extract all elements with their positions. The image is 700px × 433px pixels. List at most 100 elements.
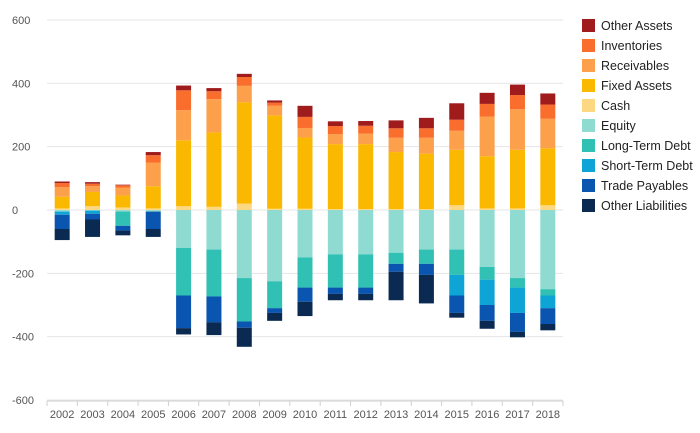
legend-item[interactable]: Equity [582,119,636,133]
bar-segment-equity [115,210,131,212]
bar-segment-cash [479,208,495,210]
legend-item[interactable]: Other Assets [582,19,673,33]
bar-segment-trade-payables [267,308,283,313]
bar-segment-fixed-assets [115,195,131,208]
legend-swatch [582,119,595,132]
bar-segment-fixed-assets [479,156,495,209]
legend-swatch [582,199,595,212]
bar-segment-inventories [509,95,525,110]
bar-segment-equity [327,210,343,255]
bar-segment-cash [85,206,101,210]
bar-segment-equity [206,210,222,250]
legend-item[interactable]: Long-Term Debt [582,139,691,153]
bar-segment-other-liabilities [176,328,192,335]
bar-segment-short-term-debt [479,279,495,305]
bar-segment-receivables [449,130,465,150]
bar-segment-inventories [236,77,252,86]
legend-item[interactable]: Trade Payables [582,179,688,193]
bar-segment-trade-payables [236,321,252,328]
bar-segment-cash [540,205,556,210]
bar-segment-long-term-debt [479,267,495,280]
bar-segment-short-term-debt [449,274,465,296]
bar-segment-fixed-assets [54,196,70,209]
bar-segment-long-term-debt [540,289,556,296]
bar-segment-other-assets [540,93,556,105]
legend-swatch [582,79,595,92]
legend-label: Fixed Assets [601,79,672,93]
bar-segment-receivables [327,134,343,145]
bar-segment-trade-payables [54,214,70,229]
bar-segment-trade-payables [176,295,192,329]
bar-segment-receivables [176,110,192,141]
bar-segment-equity [54,210,70,212]
bar-segment-other-assets [236,73,252,77]
x-tick-label: 2005 [141,409,165,421]
legend-item[interactable]: Short-Term Debt [582,159,693,173]
bar-segment-equity [85,210,101,211]
bar-segment-fixed-assets [176,140,192,207]
bar-segment-other-assets [115,184,131,186]
bar-segment-equity [176,210,192,248]
bar-segment-receivables [236,85,252,103]
bar-segment-inventories [206,91,222,100]
bar-segment-inventories [358,125,374,134]
x-tick-label: 2009 [262,409,286,421]
bar-segment-fixed-assets [85,191,101,207]
legend-item[interactable]: Receivables [582,59,669,73]
legend-swatch [582,159,595,172]
bar-segment-trade-payables [388,263,404,272]
bar-segment-fixed-assets [236,102,252,204]
bar-segment-receivables [358,133,374,145]
bar-segment-long-term-debt [509,278,525,288]
bar-segment-other-liabilities [206,322,222,336]
legend-label: Other Assets [601,19,673,33]
bar-segment-long-term-debt [297,257,313,288]
x-tick-label: 2003 [80,409,104,421]
bar-segment-other-assets [176,85,192,91]
legend-item[interactable]: Cash [582,99,630,113]
bar-segment-fixed-assets [327,144,343,210]
legend-swatch [582,99,595,112]
bar-segment-long-term-debt [115,211,131,226]
bar-segment-other-assets [479,92,495,104]
bar-segment-inventories [145,155,161,163]
x-tick-label: 2012 [353,409,377,421]
y-tick-label: 400 [12,78,30,90]
legend-item[interactable]: Fixed Assets [582,79,672,93]
bar-segment-receivables [54,187,70,197]
bar-segment-other-liabilities [509,331,525,338]
bar-segment-long-term-debt [418,249,434,264]
bar-segment-equity [358,210,374,255]
y-tick-label: 200 [12,142,30,154]
bar-segment-fixed-assets [540,148,556,206]
legend-label: Trade Payables [601,179,688,193]
legend-label: Short-Term Debt [601,159,693,173]
bar-segment-other-liabilities [388,271,404,301]
x-tick-label: 2018 [536,409,560,421]
bar-segment-fixed-assets [418,153,434,210]
x-tick-label: 2004 [111,409,135,421]
legend-item[interactable]: Other Liabilities [582,199,687,213]
bar-segment-long-term-debt [206,249,222,297]
bar-segment-fixed-assets [509,149,525,209]
x-tick-label: 2016 [475,409,499,421]
bar-segment-receivables [479,116,495,157]
legend-item[interactable]: Inventories [582,39,662,53]
bar-segment-other-liabilities [327,293,343,301]
bar-segment-inventories [540,104,556,119]
x-tick-label: 2002 [50,409,74,421]
bar-segment-receivables [267,105,283,116]
bar-segment-equity [449,210,465,250]
x-tick-label: 2017 [505,409,529,421]
bar-segment-other-assets [509,84,525,96]
bar-segment-equity [509,210,525,279]
bar-segment-cash [297,208,313,210]
x-tick-label: 2007 [202,409,226,421]
bar-segment-trade-payables [327,287,343,294]
legend-swatch [582,39,595,52]
legend-swatch [582,19,595,32]
bar-segment-cash [388,209,404,210]
bar-segment-trade-payables [540,308,556,324]
bar-segment-equity [479,210,495,267]
x-tick-label: 2014 [414,409,438,421]
